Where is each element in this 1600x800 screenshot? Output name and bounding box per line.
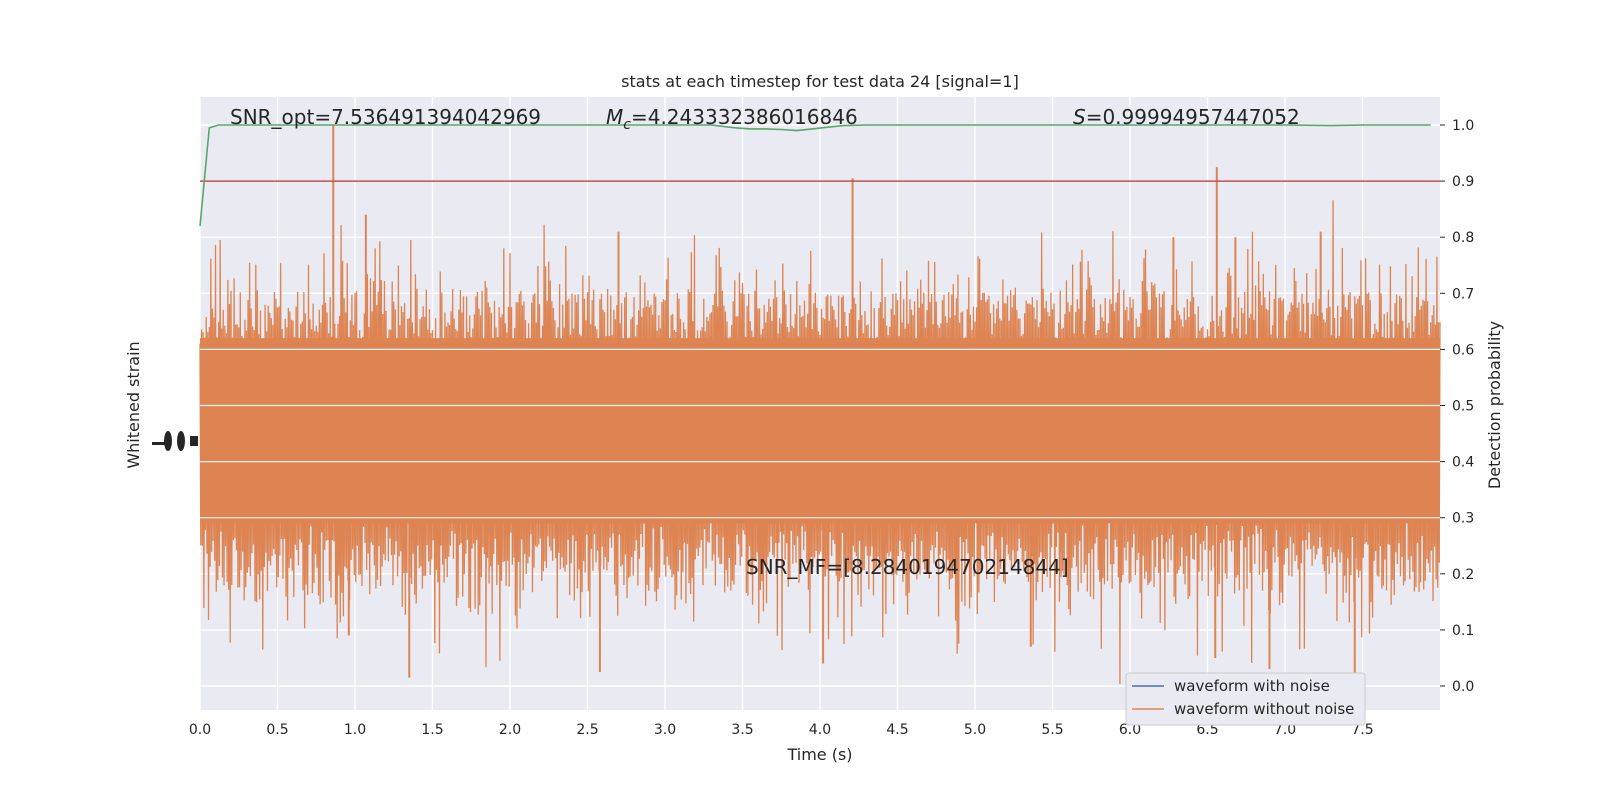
x-tick-label: 1.0 bbox=[344, 722, 366, 738]
x-axis-ticks: 0.0 0.5 1.0 1.5 2.0 2.5 3.0 3.5 4.0 4.5 5.0 5.5 6.0 6… bbox=[189, 722, 1374, 738]
s-stat-annotation: S=0.99994957447052 bbox=[1073, 105, 1300, 129]
x-tick-label: 0.5 bbox=[266, 722, 288, 738]
chirp-mass-annotation: Mc=4.243332386016846 bbox=[606, 105, 858, 133]
x-tick-label: 1.5 bbox=[421, 722, 443, 738]
x-tick-label: 3.5 bbox=[731, 722, 753, 738]
x-axis-label: Time (s) bbox=[786, 745, 852, 764]
x-tick-label: 6.0 bbox=[1119, 722, 1141, 738]
x-tick-label: 7.5 bbox=[1351, 722, 1373, 738]
x-tick-label: 6.5 bbox=[1196, 722, 1218, 738]
legend: waveform with noise waveform without noi… bbox=[1125, 672, 1366, 726]
right-tick-label: 0.6 bbox=[1452, 342, 1474, 358]
chirp-mass-value: =4.243332386016846 bbox=[631, 105, 858, 129]
right-tick-label: 0.1 bbox=[1452, 623, 1474, 639]
chirp-mass-subscript: c bbox=[623, 117, 631, 133]
snr-mf-annotation: SNR_MF=[8.284019470214844] bbox=[746, 555, 1069, 579]
s-stat-symbol: S bbox=[1073, 105, 1086, 129]
x-tick-label: 7.0 bbox=[1274, 722, 1296, 738]
legend-label-clean: waveform without noise bbox=[1174, 700, 1354, 718]
legend-box bbox=[1125, 672, 1366, 726]
x-tick-label: 3.0 bbox=[654, 722, 676, 738]
left-axis-label: Whitened strain bbox=[124, 341, 143, 468]
right-tick-label: 0.4 bbox=[1452, 455, 1474, 471]
waveform-core-band bbox=[200, 338, 1440, 524]
right-axis-ticks: 0.0 0.1 0.2 0.3 0.4 0.5 0.6 0.7 0.8 0.9 1.0 bbox=[1440, 118, 1474, 695]
overlay-lines bbox=[199, 124, 1440, 227]
snr-opt-annotation: SNR_opt=7.536491394042969 bbox=[230, 105, 541, 129]
right-tick-label: 0.9 bbox=[1452, 174, 1474, 190]
right-tick-label: 0.5 bbox=[1452, 399, 1474, 415]
x-tick-label: 5.5 bbox=[1041, 722, 1063, 738]
x-tick-label: 4.0 bbox=[809, 722, 831, 738]
noisy-waveform bbox=[199, 125, 1441, 685]
x-tick-label: 2.5 bbox=[576, 722, 598, 738]
right-tick-label: 0.0 bbox=[1452, 679, 1474, 695]
right-tick-label: 0.7 bbox=[1452, 286, 1474, 302]
left-axis-ticks bbox=[152, 431, 198, 451]
s-stat-value: =0.99994957447052 bbox=[1086, 105, 1300, 129]
right-tick-label: 0.8 bbox=[1452, 230, 1474, 246]
x-tick-label: 2.0 bbox=[499, 722, 521, 738]
right-tick-label: 0.3 bbox=[1452, 511, 1474, 527]
right-axis-label: Detection probability bbox=[1485, 321, 1504, 489]
x-tick-label: 0.0 bbox=[189, 722, 211, 738]
x-tick-label: 5.0 bbox=[964, 722, 986, 738]
right-tick-label: 0.2 bbox=[1452, 567, 1474, 583]
x-tick-label: 4.5 bbox=[886, 722, 908, 738]
legend-label-noise: waveform with noise bbox=[1174, 677, 1330, 695]
right-tick-label: 1.0 bbox=[1452, 118, 1474, 134]
chart-title: stats at each timestep for test data 24 … bbox=[621, 72, 1019, 91]
chirp-mass-symbol: M bbox=[606, 105, 623, 129]
detection-probability-line bbox=[199, 124, 1431, 227]
